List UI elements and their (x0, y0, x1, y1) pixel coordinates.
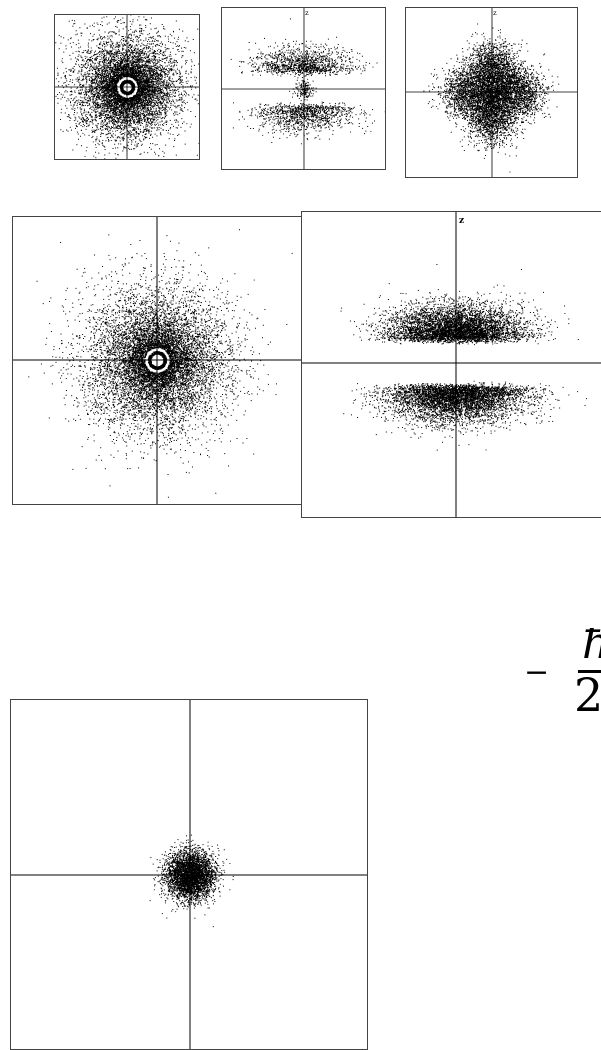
electron-density-dots (340, 264, 587, 451)
formula-denominator: 2 (574, 668, 601, 718)
1s-orbital-plot (10, 699, 368, 1050)
formula-fragment: − ħ 2 (520, 628, 601, 718)
s-orbital-large-plot (12, 216, 303, 505)
formula-minus: − (524, 655, 550, 690)
formula-fraction-bar (578, 670, 601, 673)
1s-orbital-canvas (11, 700, 367, 1049)
z-axis-label: z (305, 9, 309, 17)
electron-density-dots (230, 18, 385, 145)
d-orbital-small-plot: z (405, 7, 578, 178)
d-orbital-small-canvas: z (406, 8, 577, 177)
formula-numerator: ħ (582, 628, 601, 666)
pz-orbital-small-plot: z (221, 7, 386, 170)
s-orbital-large-canvas (13, 217, 302, 504)
pz-orbital-large-plot: z (301, 211, 601, 518)
electron-density-dots (423, 23, 560, 173)
s-orbital-small-plot (54, 14, 200, 160)
z-axis-label: z (493, 9, 497, 17)
s-orbital-small-canvas (55, 15, 199, 159)
electron-density-dots (149, 834, 234, 928)
electron-density-dots (28, 229, 293, 498)
pz-orbital-large-canvas: z (302, 212, 601, 517)
pz-orbital-small-canvas: z (222, 8, 385, 169)
z-axis-label: z (459, 216, 464, 226)
